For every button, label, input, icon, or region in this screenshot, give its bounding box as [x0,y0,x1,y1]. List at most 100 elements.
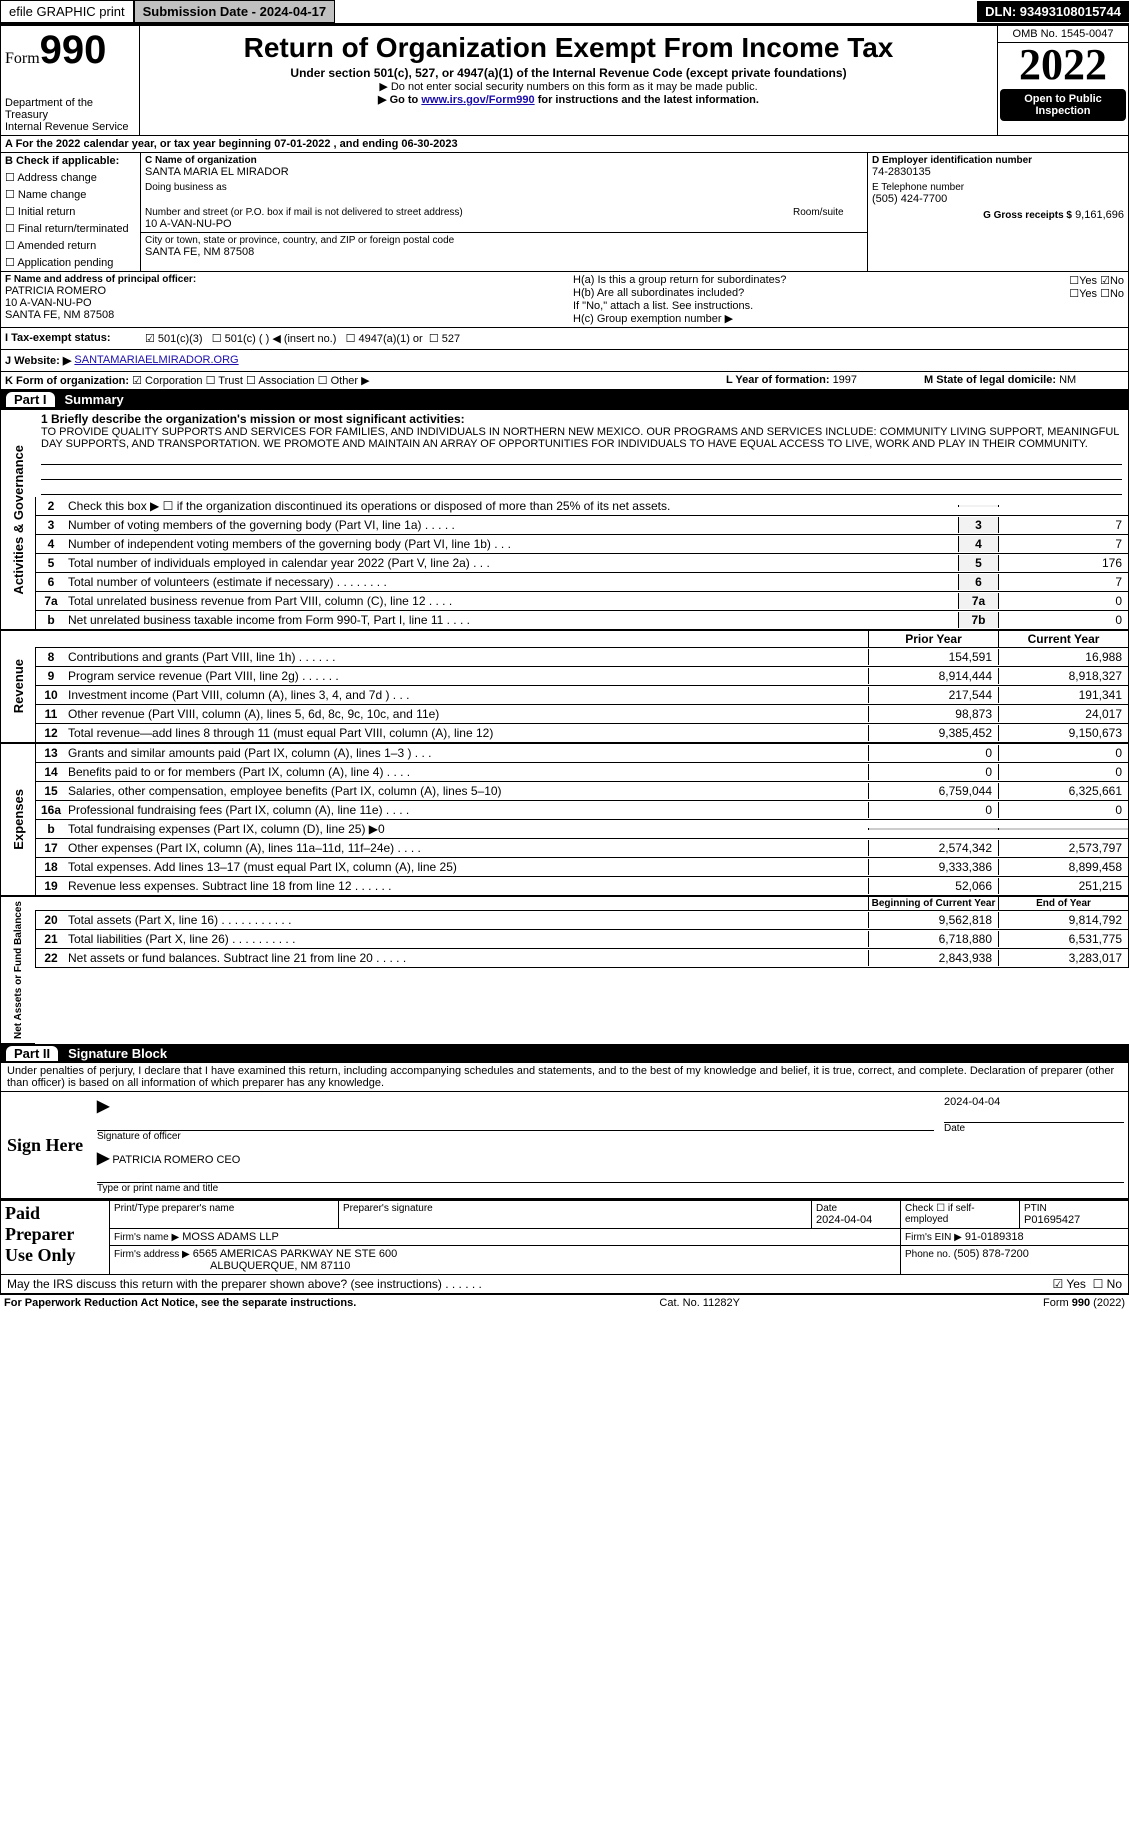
mission-label: 1 Briefly describe the organization's mi… [41,412,1122,426]
ha-no[interactable]: No [1110,275,1124,287]
form-title: Return of Organization Exempt From Incom… [146,32,991,64]
box-i-label: I Tax-exempt status: [5,332,145,345]
vert-label-revenue: Revenue [9,655,28,717]
part-1-num: Part I [6,392,55,407]
vert-label-governance: Activities & Governance [9,441,28,599]
header-fields: A For the 2022 calendar year, or tax yea… [0,136,1129,390]
chk-amended-return[interactable]: Amended return [1,237,140,254]
chk-association[interactable]: ☐ Association [246,375,315,387]
ein-value: 74-2830135 [872,166,1124,178]
chk-527[interactable]: ☐ 527 [429,332,460,345]
phone-value: (505) 424-7700 [872,193,1124,205]
box-l-label: L Year of formation: [726,374,833,386]
state-domicile: NM [1059,374,1076,386]
col-end-year: End of Year [998,897,1128,910]
box-k-label: K Form of organization: [5,375,129,387]
chk-application-pending[interactable]: Application pending [1,254,140,271]
box-m-label: M State of legal domicile: [924,374,1059,386]
firm-phone: (505) 878-7200 [954,1248,1029,1260]
paid-preparer-block: Paid Preparer Use Only Print/Type prepar… [0,1200,1129,1275]
line-a-calendar-year: A For the 2022 calendar year, or tax yea… [1,136,1128,153]
part-1-title: Summary [65,392,124,407]
box-c: C Name of organizationSANTA MARIA EL MIR… [141,153,868,271]
table-row: 21Total liabilities (Part X, line 26) . … [36,930,1128,949]
h-b-label: H(b) Are all subordinates included? [573,287,744,300]
chk-name-change[interactable]: Name change [1,186,140,203]
arrow-icon: ▶ [97,1098,109,1115]
firm-name: MOSS ADAMS LLP [182,1231,279,1243]
table-row: 15Salaries, other compensation, employee… [36,782,1128,801]
sign-here-label: Sign Here [1,1092,93,1198]
box-c-name-label: C Name of organization [145,155,863,166]
table-row: 22Net assets or fund balances. Subtract … [36,949,1128,968]
table-row: 11Other revenue (Part VIII, column (A), … [36,705,1128,724]
paid-preparer-label: Paid Preparer Use Only [1,1201,110,1275]
form-word: Form [5,50,40,67]
box-deg: D Employer identification number74-28301… [868,153,1128,271]
open-public-2: Inspection [1035,105,1090,117]
open-public-1: Open to Public [1024,93,1102,105]
part-2-header: Part II Signature Block [0,1044,1129,1063]
hb-yes[interactable]: Yes [1079,288,1097,300]
discuss-yes-chk[interactable]: ☑ Yes [1052,1277,1085,1291]
box-g-label: G Gross receipts $ [983,210,1072,221]
tax-year: 2022 [998,43,1128,87]
col-begin-year: Beginning of Current Year [868,897,998,910]
dba-label: Doing business as [145,182,863,193]
ha-yes[interactable]: Yes [1079,275,1097,287]
firm-phone-label: Phone no. [905,1249,951,1260]
form-subtitle-2: ▶ Do not enter social security numbers o… [146,80,991,93]
h-a-label: H(a) Is this a group return for subordin… [573,274,786,287]
mission-text: TO PROVIDE QUALITY SUPPORTS AND SERVICES… [41,426,1122,450]
officer-addr1: 10 A-VAN-NU-PO [5,297,565,309]
sig-officer-label: Signature of officer [97,1131,934,1142]
dept-irs: Internal Revenue Service [5,121,135,133]
ptin-label: PTIN [1024,1203,1124,1214]
officer-name: PATRICIA ROMERO [5,285,565,297]
self-employed-chk[interactable]: Check ☐ if self-employed [905,1203,1015,1225]
table-row: 8Contributions and grants (Part VIII, li… [36,648,1128,667]
officer-addr2: SANTA FE, NM 87508 [5,309,565,321]
chk-501c3[interactable]: ☑ 501(c)(3) [145,332,203,345]
chk-initial-return[interactable]: Initial return [1,203,140,220]
penalty-declaration: Under penalties of perjury, I declare th… [0,1063,1129,1092]
irs-link[interactable]: www.irs.gov/Form990 [421,94,534,106]
preparer-date-value: 2024-04-04 [816,1214,896,1226]
firm-addr1: 6565 AMERICAS PARKWAY NE STE 600 [193,1248,397,1260]
officer-typed-name: PATRICIA ROMERO CEO [112,1154,240,1166]
page-footer: For Paperwork Reduction Act Notice, see … [0,1294,1129,1311]
expenses-section: Expenses 13Grants and similar amounts pa… [0,743,1129,896]
form-id-block: Form990 Department of the Treasury Inter… [1,26,140,135]
h-b-note: If "No," attach a list. See instructions… [573,300,1124,312]
table-row: 3Number of voting members of the governi… [36,516,1128,535]
footer-center: Cat. No. 11282Y [659,1297,740,1309]
room-label: Room/suite [793,207,863,218]
chk-other[interactable]: ☐ Other ▶ [318,375,370,387]
firm-name-label: Firm's name ▶ [114,1232,179,1243]
col-prior-year: Prior Year [868,631,998,647]
chk-corporation[interactable]: ☑ Corporation [132,375,202,387]
box-b-header: B Check if applicable: [1,153,140,169]
chk-501c[interactable]: ☐ 501(c) ( ) ◀ (insert no.) [212,332,337,345]
form-title-block: Return of Organization Exempt From Incom… [140,26,997,135]
hb-no[interactable]: No [1110,288,1124,300]
submission-date-button[interactable]: Submission Date - 2024-04-17 [134,0,336,23]
activities-governance-section: Activities & Governance 1 Briefly descri… [0,409,1129,630]
chk-trust[interactable]: ☐ Trust [206,375,243,387]
table-row: 7aTotal unrelated business revenue from … [36,592,1128,611]
chk-address-change[interactable]: Address change [1,169,140,186]
box-d-label: D Employer identification number [872,155,1124,166]
city-label: City or town, state or province, country… [145,235,863,246]
table-row: bTotal fundraising expenses (Part IX, co… [36,820,1128,839]
preparer-date-label: Date [816,1203,896,1214]
table-row: 2Check this box ▶ ☐ if the organization … [36,497,1128,516]
discuss-no-chk[interactable]: ☐ No [1093,1277,1122,1291]
chk-final-return[interactable]: Final return/terminated [1,220,140,237]
footer-left: For Paperwork Reduction Act Notice, see … [4,1297,356,1309]
efile-topbar: efile GRAPHIC print Submission Date - 20… [0,0,1129,25]
table-row: 20Total assets (Part X, line 16) . . . .… [36,911,1128,930]
efile-tag: efile GRAPHIC print [0,0,134,23]
website-link[interactable]: SANTAMARIAELMIRADOR.ORG [74,354,238,367]
col-current-year: Current Year [998,631,1128,647]
chk-4947[interactable]: ☐ 4947(a)(1) or [346,332,423,345]
